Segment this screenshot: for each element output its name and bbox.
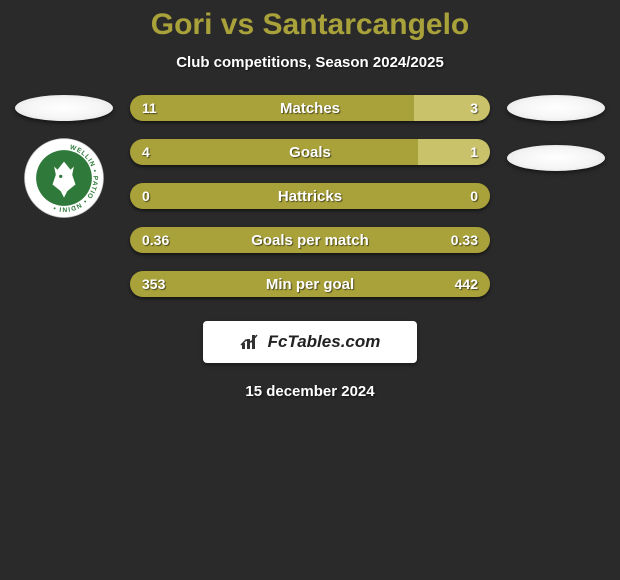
date-label: 15 december 2024	[0, 383, 620, 400]
team-right-placeholder-icon	[507, 95, 605, 121]
stat-bar: 00Hattricks	[130, 183, 490, 209]
team-right-name: Santarcangelo	[263, 8, 470, 41]
page-title: Gori vs Santarcangelo	[0, 8, 620, 42]
stat-label: Min per goal	[130, 271, 490, 297]
team-left-name: Gori	[151, 8, 213, 41]
stat-bar: 41Goals	[130, 139, 490, 165]
club-crest-icon: WELLIN • PATIO • NDINI •	[23, 137, 105, 219]
comparison-body: WELLIN • PATIO • NDINI • 113Matches 41Goa…	[0, 95, 620, 297]
stat-label: Matches	[130, 95, 490, 121]
title-vs: vs	[221, 8, 254, 41]
stats-bars: 113Matches 41Goals 00Hattricks 0.360.33Goal…	[130, 95, 490, 297]
stat-label: Hattricks	[130, 183, 490, 209]
stat-bar: 113Matches	[130, 95, 490, 121]
stat-label: Goals	[130, 139, 490, 165]
left-column: WELLIN • PATIO • NDINI •	[14, 95, 114, 219]
watermark-text: FcTables.com	[268, 332, 381, 352]
team-left-placeholder-icon	[15, 95, 113, 121]
comparison-card: Gori vs Santarcangelo Club competitions,…	[0, 0, 620, 400]
right-column	[506, 95, 606, 171]
team-left-badge: WELLIN • PATIO • NDINI •	[23, 137, 105, 219]
bar-chart-icon	[240, 333, 262, 351]
stat-label: Goals per match	[130, 227, 490, 253]
stat-bar: 0.360.33Goals per match	[130, 227, 490, 253]
watermark: FcTables.com	[203, 321, 417, 363]
stat-bar: 353442Min per goal	[130, 271, 490, 297]
subtitle: Club competitions, Season 2024/2025	[0, 54, 620, 71]
team-right-placeholder2-icon	[507, 145, 605, 171]
